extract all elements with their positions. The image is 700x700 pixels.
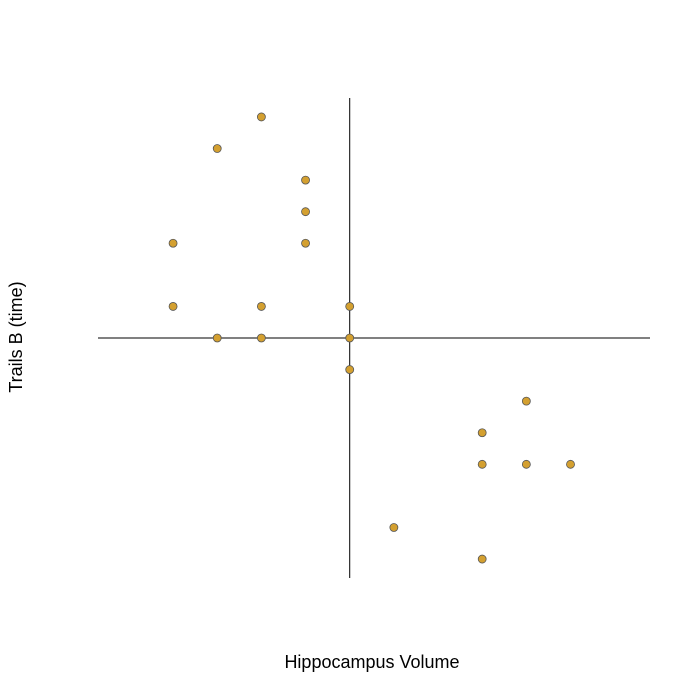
data-point (168, 302, 178, 311)
data-point (521, 396, 531, 406)
data-point (256, 302, 266, 311)
data-point (345, 365, 355, 374)
y-axis-title: Trails B (time) (6, 281, 26, 392)
data-point (168, 238, 178, 248)
data-point (345, 333, 355, 343)
data-point (256, 333, 266, 343)
data-point (301, 175, 310, 185)
data-point (389, 523, 399, 532)
data-point (212, 144, 222, 153)
data-point (301, 238, 310, 248)
data-point (301, 207, 310, 217)
data-point (477, 428, 487, 438)
data-point (345, 302, 355, 311)
data-point (477, 459, 487, 469)
data-points (168, 112, 575, 564)
data-point (477, 554, 487, 564)
x-axis-title: Hippocampus Volume (284, 652, 459, 672)
data-point (256, 112, 266, 122)
data-point (521, 459, 531, 469)
data-point (212, 333, 222, 343)
data-point (566, 459, 575, 469)
